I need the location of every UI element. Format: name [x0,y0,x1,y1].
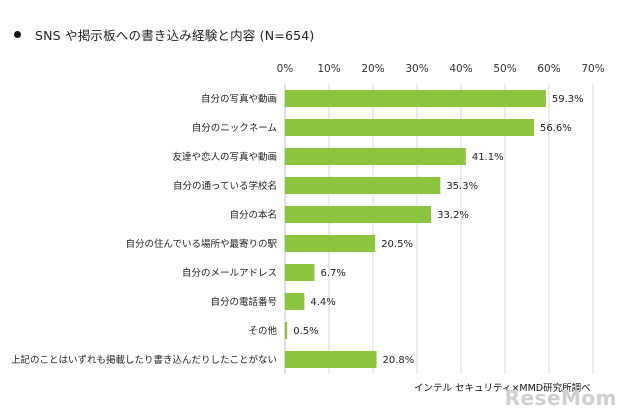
chart-title-row: SNS や掲示板への書き込み経験と内容 (N=654) [14,26,315,43]
value-label: 0.5% [293,326,318,337]
category-label: 自分のメールアドレス [182,267,277,279]
category-label: 上記のことはいずれも掲載したり書き込んだりしたことがない [11,354,277,366]
category-label: 自分の写真や動画 [201,93,277,105]
x-tick-label: 0% [277,63,294,75]
x-tick-label: 70% [581,63,604,75]
x-tick-label: 60% [537,63,560,75]
x-tick-label: 20% [361,63,384,75]
value-label: 20.8% [383,355,415,366]
bar [285,148,466,165]
value-label: 20.5% [381,239,413,250]
bar [285,351,377,368]
bar [285,90,546,107]
resemom-logo: ReseMom [504,386,617,410]
category-label: 自分の住んでいる場所や最寄りの駅 [125,238,277,250]
category-label: 友達や恋人の写真や動画 [172,151,277,163]
x-tick-label: 30% [405,63,428,75]
bar [285,235,376,252]
value-label: 4.4% [310,297,335,308]
bar [285,119,535,136]
value-label: 56.6% [540,123,572,134]
value-label: 33.2% [437,210,469,221]
x-tick-label: 50% [493,63,516,75]
category-label: 自分の電話番号 [210,296,277,308]
bar [285,322,288,339]
value-label: 6.7% [320,268,345,279]
category-label: 自分の本名 [229,209,277,221]
value-label: 35.3% [446,181,478,192]
value-label: 59.3% [552,94,584,105]
chart-title: SNS や掲示板への書き込み経験と内容 (N=654) [35,27,315,43]
x-tick-label: 40% [449,63,472,75]
bar [285,177,441,194]
category-label: 自分の通っている学校名 [173,180,277,192]
bullet-icon [14,30,21,38]
bar [285,293,305,310]
x-tick-label: 10% [317,63,340,75]
category-label: 自分のニックネーム [192,122,277,134]
category-label: その他 [248,325,277,337]
bar [285,206,432,223]
source-credit: インテル セキュリティ×MMD研究所調べ [414,383,591,394]
bar [285,264,315,281]
value-label: 41.1% [472,152,504,163]
